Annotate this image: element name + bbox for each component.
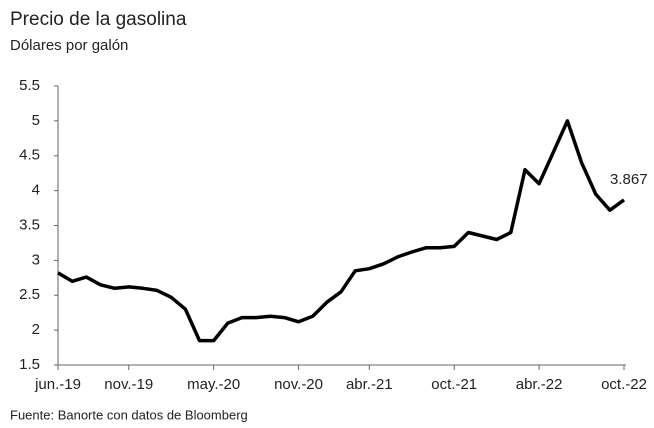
x-tick-label: jun.-19 <box>34 376 81 393</box>
chart-subtitle: Dólares por galón <box>10 37 128 54</box>
y-tick-label: 1.5 <box>19 356 40 373</box>
y-tick-label: 2 <box>32 321 40 338</box>
y-tick-label: 4 <box>32 182 40 199</box>
x-tick-label: abr.-21 <box>346 376 393 393</box>
data-line <box>57 119 626 343</box>
x-tick-label: abr.-22 <box>516 376 563 393</box>
y-tick-label: 3.5 <box>19 216 40 233</box>
y-tick-label: 5 <box>32 112 40 129</box>
x-tick-label: nov.-20 <box>274 376 323 393</box>
x-tick-label: oct.-21 <box>431 376 477 393</box>
x-tick-label: may.-20 <box>187 376 240 393</box>
chart-title: Precio de la gasolina <box>10 9 187 30</box>
source-note: Fuente: Banorte con datos de Bloomberg <box>10 407 248 422</box>
y-tick-label: 5.5 <box>19 77 40 94</box>
y-tick-label: 4.5 <box>19 147 40 164</box>
y-tick-label: 2.5 <box>19 286 40 303</box>
end-value-label: 3.867 <box>610 171 648 188</box>
x-tick-label: nov.-19 <box>104 376 153 393</box>
y-tick-label: 3 <box>32 251 40 268</box>
x-tick-label: oct.-22 <box>601 376 647 393</box>
